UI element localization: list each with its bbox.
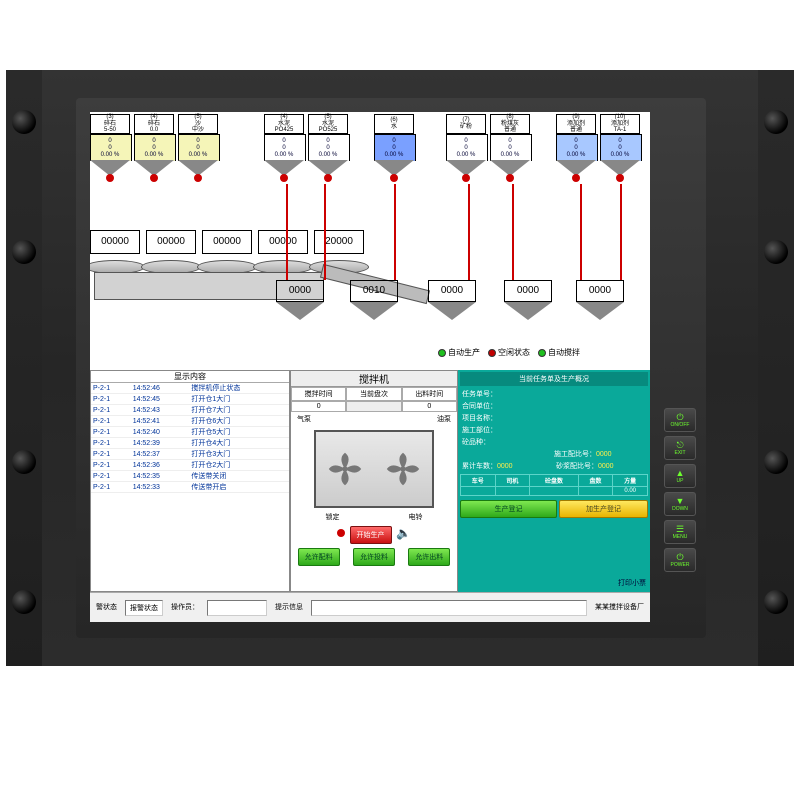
hopper: (9)添加剂普通000.00 % bbox=[556, 114, 596, 174]
mixer-body bbox=[314, 430, 434, 508]
mid-bin: 0000 bbox=[576, 280, 624, 302]
lock-label: 锁定 bbox=[326, 512, 340, 522]
hopper: (5)水泥PO525000.00 % bbox=[308, 114, 348, 174]
hw-down-button[interactable]: ▼DOWN bbox=[664, 492, 696, 516]
alarm-status-field: 报警状态 bbox=[125, 600, 163, 616]
log-row: P-2-114:52:39打开仓4大门 bbox=[91, 438, 289, 449]
hw-up-button[interactable]: ▲UP bbox=[664, 464, 696, 488]
vendor-label: 某某搅拌设备厂 bbox=[591, 600, 648, 616]
hw-on/off-button[interactable]: ⏻ON/OFF bbox=[664, 408, 696, 432]
status-led bbox=[488, 349, 496, 357]
log-row: P-2-114:52:36打开仓2大门 bbox=[91, 460, 289, 471]
funnel bbox=[428, 302, 476, 320]
info-line: 合同单位： bbox=[460, 400, 648, 412]
weigh-bin: 00000 bbox=[90, 230, 140, 254]
hopper: (10)添加剂TA-1000.00 % bbox=[600, 114, 640, 174]
log-row: P-2-114:52:46搅拌机停止状态 bbox=[91, 383, 289, 394]
mixer-col-1: 当前盘次 bbox=[346, 387, 401, 401]
hopper: (5)沙中沙000.00 % bbox=[178, 114, 218, 174]
funnel bbox=[576, 302, 624, 320]
rack-panel: ⏻ON/OFF ⎋EXIT ▲UP ▼DOWN ☰MENU ⏻POWER (3)碎石5-5… bbox=[16, 70, 784, 666]
hint-field bbox=[311, 600, 587, 616]
pipe bbox=[286, 184, 288, 280]
mixer-panel: 搅拌机 搅拌时间 当前盘次 出料时间 0 0 气泵 油泵 bbox=[290, 370, 458, 592]
log-row: P-2-114:52:45打开仓1大门 bbox=[91, 394, 289, 405]
rack-ear-right bbox=[758, 70, 794, 666]
log-row: P-2-114:52:33传送带开启 bbox=[91, 482, 289, 493]
fan-icon bbox=[327, 451, 363, 487]
start-production-button[interactable]: 开始生产 bbox=[350, 526, 392, 544]
mid-bin: 0000 bbox=[504, 280, 552, 302]
hopper: (6)水000.00 % bbox=[374, 114, 414, 174]
weigh-bin: 20000 bbox=[314, 230, 364, 254]
hopper: (3)碎石5-50000.00 % bbox=[90, 114, 130, 174]
bell-label: 电铃 bbox=[409, 512, 423, 522]
pipe bbox=[324, 184, 326, 280]
production-info-panel: 当前任务单及生产概况 任务单号：合同单位：项目名称：施工部位：砼品种： 施工配比… bbox=[458, 370, 650, 592]
print-ticket-link[interactable]: 打印小票 bbox=[618, 578, 646, 588]
pipe bbox=[512, 184, 514, 280]
status-led bbox=[538, 349, 546, 357]
hopper: (4)水泥PO425000.00 % bbox=[264, 114, 304, 174]
status-led-row: 自动生产空闲状态自动搅拌 bbox=[430, 347, 580, 358]
mixer-title: 搅拌机 bbox=[291, 371, 457, 387]
log-row: P-2-114:52:43打开仓7大门 bbox=[91, 405, 289, 416]
log-row: P-2-114:52:35传送带关闭 bbox=[91, 471, 289, 482]
rack-ear-left bbox=[6, 70, 42, 666]
add-production-button[interactable]: 加生产登记 bbox=[559, 500, 648, 518]
oil-pump-label: 油泵 bbox=[437, 414, 451, 424]
status-bar: 警状态 报警状态 操作员： 提示信息 某某搅拌设备厂 bbox=[90, 592, 650, 622]
register-production-button[interactable]: 生产登记 bbox=[460, 500, 557, 518]
weigh-bin: 00000 bbox=[202, 230, 252, 254]
funnel bbox=[350, 302, 398, 320]
funnel bbox=[276, 302, 324, 320]
hw-exit-button[interactable]: ⎋EXIT bbox=[664, 436, 696, 460]
log-row: P-2-114:52:40打开仓5大门 bbox=[91, 427, 289, 438]
weigh-bin: 00000 bbox=[258, 230, 308, 254]
mixer-val-1: 0 bbox=[402, 401, 457, 412]
log-row: P-2-114:52:37打开仓3大门 bbox=[91, 449, 289, 460]
log-panel: 显示内容 P-2-114:52:46搅拌机停止状态P-2-114:52:45打开… bbox=[90, 370, 290, 592]
info-line: 砼品种： bbox=[460, 436, 648, 448]
hw-menu-button[interactable]: ☰MENU bbox=[664, 520, 696, 544]
weigh-bin: 00000 bbox=[146, 230, 196, 254]
pipe bbox=[468, 184, 470, 280]
status-led bbox=[438, 349, 446, 357]
monitor-bezel: ⏻ON/OFF ⎋EXIT ▲UP ▼DOWN ☰MENU ⏻POWER (3)碎石5-5… bbox=[76, 98, 706, 638]
funnel bbox=[504, 302, 552, 320]
mixer-col-2: 出料时间 bbox=[402, 387, 457, 401]
info-line: 施工部位： bbox=[460, 424, 648, 436]
fan-icon bbox=[385, 451, 421, 487]
log-header: 显示内容 bbox=[91, 371, 289, 383]
info-title: 当前任务单及生产概况 bbox=[460, 372, 648, 386]
speaker-icon: 🔈 bbox=[396, 526, 411, 540]
hopper: (4)碎石0.0000.00 % bbox=[134, 114, 174, 174]
mid-bin: 0000 bbox=[276, 280, 324, 302]
air-pump-label: 气泵 bbox=[297, 414, 311, 424]
log-table: P-2-114:52:46搅拌机停止状态P-2-114:52:45打开仓1大门P… bbox=[91, 383, 289, 493]
info-line: 项目名称： bbox=[460, 412, 648, 424]
hopper: (7)矿粉000.00 % bbox=[446, 114, 486, 174]
hopper: (8)粉煤灰普通000.00 % bbox=[490, 114, 530, 174]
info-line: 任务单号： bbox=[460, 388, 648, 400]
allow-charging-button[interactable]: 允许投料 bbox=[353, 548, 395, 566]
hardware-button-strip: ⏻ON/OFF ⎋EXIT ▲UP ▼DOWN ☰MENU ⏻POWER bbox=[664, 408, 700, 576]
allow-discharge-button[interactable]: 允许出料 bbox=[408, 548, 450, 566]
pipe bbox=[394, 184, 396, 280]
pipe bbox=[620, 184, 622, 280]
mid-bin: 0000 bbox=[428, 280, 476, 302]
hw-power-button[interactable]: ⏻POWER bbox=[664, 548, 696, 572]
mixer-col-0: 搅拌时间 bbox=[291, 387, 346, 401]
log-row: P-2-114:52:41打开仓6大门 bbox=[91, 416, 289, 427]
mixer-val-0: 0 bbox=[291, 401, 346, 412]
process-diagram: (3)碎石5-50000.00 %(4)碎石0.0000.00 %(5)沙中沙0… bbox=[90, 112, 650, 370]
allow-batching-button[interactable]: 允许配料 bbox=[298, 548, 340, 566]
operator-field bbox=[207, 600, 267, 616]
vehicle-table: 车号司机砼盘数盘数方量 0.00 bbox=[460, 474, 648, 496]
pipe bbox=[580, 184, 582, 280]
screen: (3)碎石5-50000.00 %(4)碎石0.0000.00 %(5)沙中沙0… bbox=[90, 112, 650, 622]
mid-bin: 0010 bbox=[350, 280, 398, 302]
